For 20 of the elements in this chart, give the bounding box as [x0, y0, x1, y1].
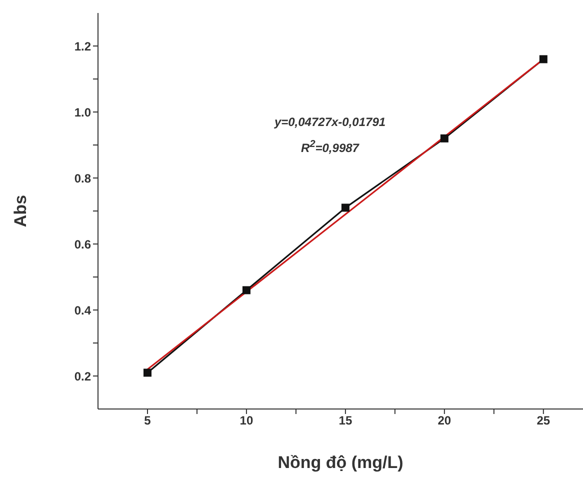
point	[143, 368, 152, 377]
annotation: y=0,04727x-0,01791	[273, 115, 387, 129]
x-tick-label: 5	[144, 414, 152, 428]
point	[539, 55, 548, 64]
x-tick-label: 10	[240, 414, 254, 428]
y-tick-label: 0.8	[74, 171, 92, 186]
x-tick-label: 25	[536, 414, 550, 428]
y-tick-label: 1.2	[74, 39, 92, 54]
point	[341, 204, 350, 212]
point	[242, 286, 250, 294]
y-axis-title: Abs	[11, 194, 30, 228]
annotation: R$^{2}$=0,9987	[300, 139, 360, 155]
y-tick-label: 0.2	[74, 369, 92, 384]
y-tick-label: 0.6	[74, 237, 92, 252]
y-tick-label: 0.4	[74, 303, 92, 318]
y-tick-label: 1.0	[74, 105, 92, 120]
x-tick-label: 20	[438, 414, 452, 428]
x-axis-title: Nồng độ (mg/L)	[278, 453, 404, 472]
point	[440, 134, 448, 142]
x-tick-label: 15	[338, 414, 352, 428]
